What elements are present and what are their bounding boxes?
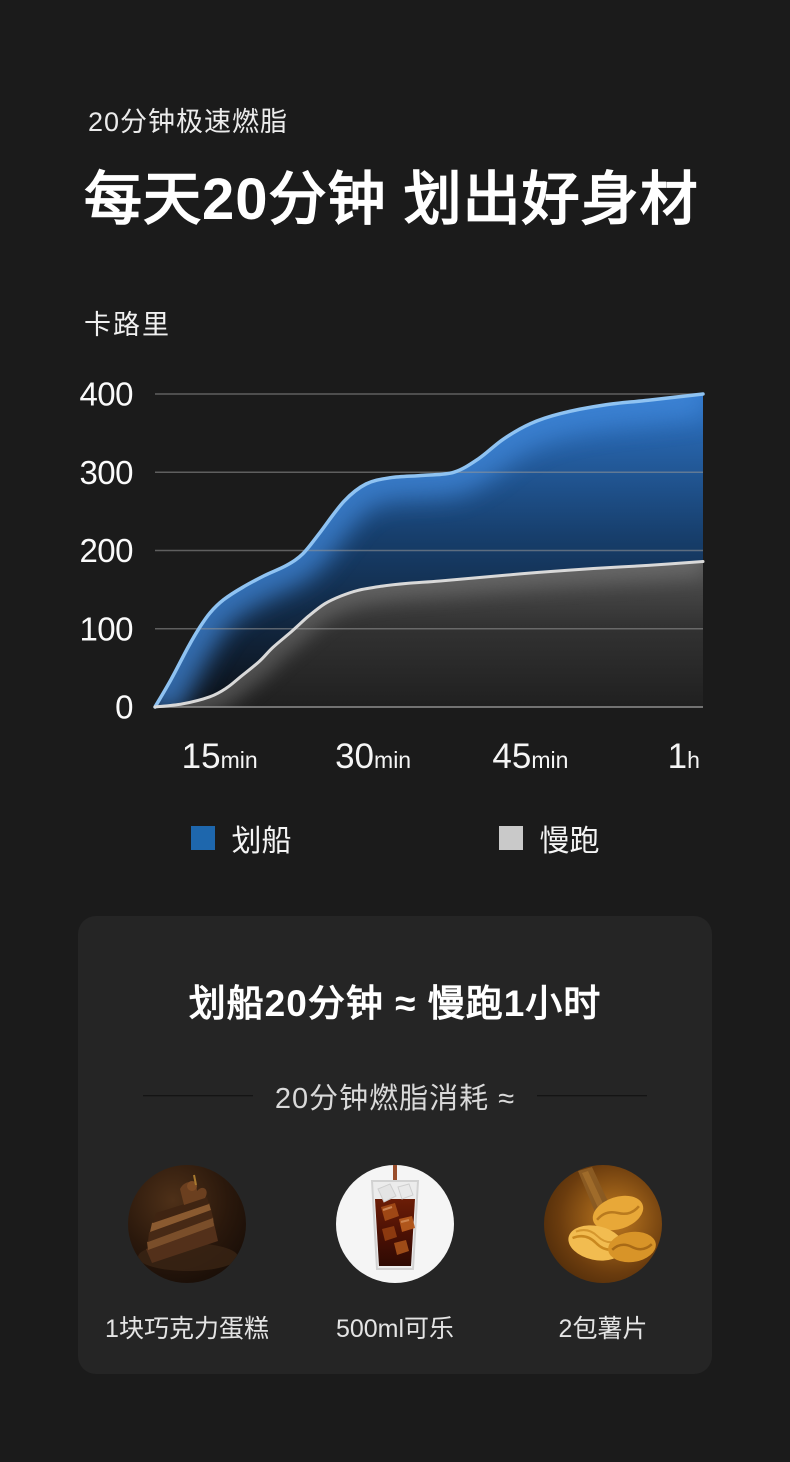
page-title: 每天20分钟 划出好身材	[84, 167, 699, 232]
food-caption-cola: 500ml可乐	[335, 1315, 455, 1343]
svg-text:15min: 15min	[182, 737, 258, 776]
legend-label-rowing: 划船	[231, 825, 292, 858]
food-caption-cake: 1块巧克力蛋糕	[105, 1315, 269, 1343]
chocolate-cake-image	[128, 1165, 246, 1283]
food-item-cola: 500ml可乐	[307, 1165, 483, 1345]
axis-labels: 400 300 200 100 0 15min 30min 45min 1h	[79, 376, 700, 777]
potato-chips-photo	[544, 1165, 662, 1283]
svg-text:400: 400	[79, 376, 133, 413]
comparison-card: 划船20分钟 ≈ 慢跑1小时 20分钟燃脂消耗 ≈	[78, 916, 712, 1374]
svg-text:300: 300	[79, 454, 133, 491]
food-item-cake: 1块巧克力蛋糕	[99, 1165, 275, 1345]
legend-label-jogging: 慢跑	[539, 825, 600, 858]
tagline: 20分钟极速燃脂	[88, 107, 289, 137]
chocolate-cake-photo	[128, 1165, 246, 1283]
svg-text:100: 100	[79, 610, 133, 647]
divider-left	[142, 1095, 253, 1097]
potato-chips-image	[544, 1165, 662, 1283]
svg-text:0: 0	[115, 689, 133, 726]
comparison-card-subtitle-row: 20分钟燃脂消耗 ≈	[78, 1075, 712, 1117]
legend-item-rowing: 划船	[190, 816, 292, 860]
food-caption-chips: 2包薯片	[558, 1315, 648, 1343]
jogging-swatch-icon	[498, 826, 523, 850]
svg-text:45min: 45min	[492, 737, 568, 776]
rowing-swatch-icon	[190, 826, 215, 850]
cola-glass-image	[336, 1165, 454, 1283]
svg-text:1h: 1h	[668, 737, 700, 776]
calorie-area-chart: 400 300 200 100 0 15min 30min 45min 1h	[79, 376, 705, 777]
y-axis-label: 卡路里	[84, 310, 171, 340]
divider-right	[537, 1095, 648, 1097]
legend-item-jogging: 慢跑	[498, 816, 600, 860]
chart-legend: 划船 慢跑	[0, 816, 790, 860]
food-items-row: 1块巧克力蛋糕	[78, 1165, 712, 1345]
food-item-chips: 2包薯片	[515, 1165, 691, 1345]
svg-text:30min: 30min	[335, 737, 411, 776]
cola-glass-photo	[336, 1165, 454, 1283]
series-strokes	[153, 392, 705, 709]
comparison-card-title: 划船20分钟 ≈ 慢跑1小时	[188, 983, 602, 1024]
svg-text:200: 200	[79, 532, 133, 569]
comparison-card-subtitle: 20分钟燃脂消耗 ≈	[274, 1083, 516, 1115]
gridlines	[155, 393, 703, 708]
